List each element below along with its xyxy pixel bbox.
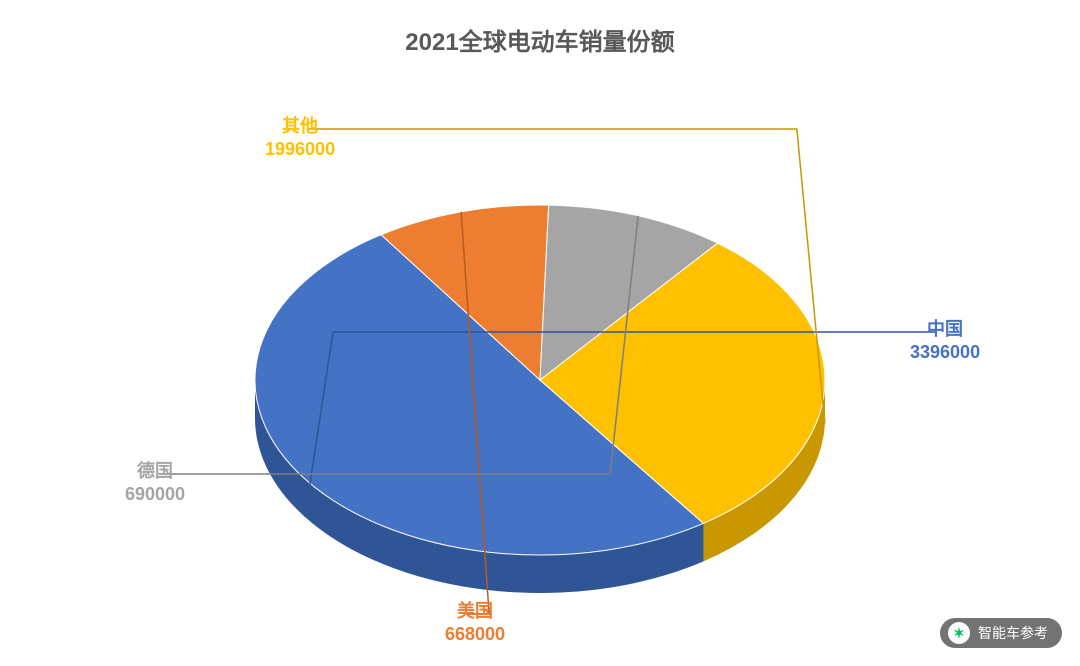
- slice-label-value: 668000: [445, 623, 505, 646]
- slice-label-name: 中国: [910, 318, 980, 341]
- chart-stage: 2021全球电动车销量份额 中国3396000 美国668000 德国690000 其…: [0, 0, 1080, 666]
- slice-label-value: 3396000: [910, 341, 980, 364]
- slice-label: 美国668000: [445, 600, 505, 645]
- source-badge: ✶ 智能车参考: [940, 618, 1062, 648]
- slice-label-value: 1996000: [265, 138, 335, 161]
- slice-label-name: 其他: [265, 115, 335, 138]
- chart-title: 2021全球电动车销量份额: [0, 22, 1080, 57]
- source-text: 智能车参考: [978, 623, 1048, 643]
- slice-label-value: 690000: [125, 483, 185, 506]
- slice-label: 中国3396000: [910, 318, 980, 363]
- slice-label: 德国690000: [125, 460, 185, 505]
- wechat-icon: ✶: [948, 622, 970, 644]
- slice-label-name: 美国: [445, 600, 505, 623]
- slice-label: 其他1996000: [265, 115, 335, 160]
- slice-label-name: 德国: [125, 460, 185, 483]
